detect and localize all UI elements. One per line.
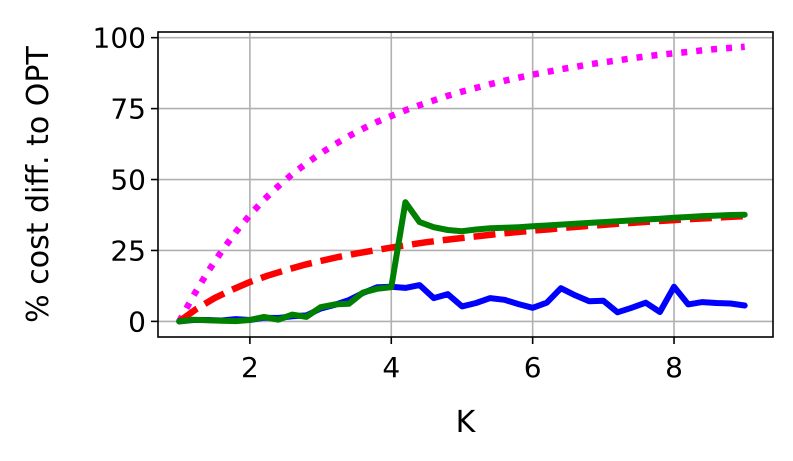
series-line [177,212,745,325]
series-line [176,43,745,323]
x-tick-label: 6 [524,351,542,384]
y-tick-label: 0 [128,305,146,338]
x-tick-label: 2 [241,351,259,384]
x-tick-label: 4 [382,351,400,384]
x-axis-label: K [456,405,477,440]
y-tick-label: 25 [110,234,146,267]
y-tick-label: 50 [110,164,146,197]
x-tick-label: 8 [665,351,683,384]
y-axis-label: % cost diff. to OPT [21,46,56,323]
plot-frame [157,31,774,338]
series-line [176,199,748,325]
series-lines [176,43,748,325]
y-tick-label: 100 [93,22,146,55]
grid-lines [158,32,773,337]
y-tick-label: 75 [110,93,146,126]
axis-ticks: 2 4 6 8 0 25 50 75 100 [93,22,683,384]
